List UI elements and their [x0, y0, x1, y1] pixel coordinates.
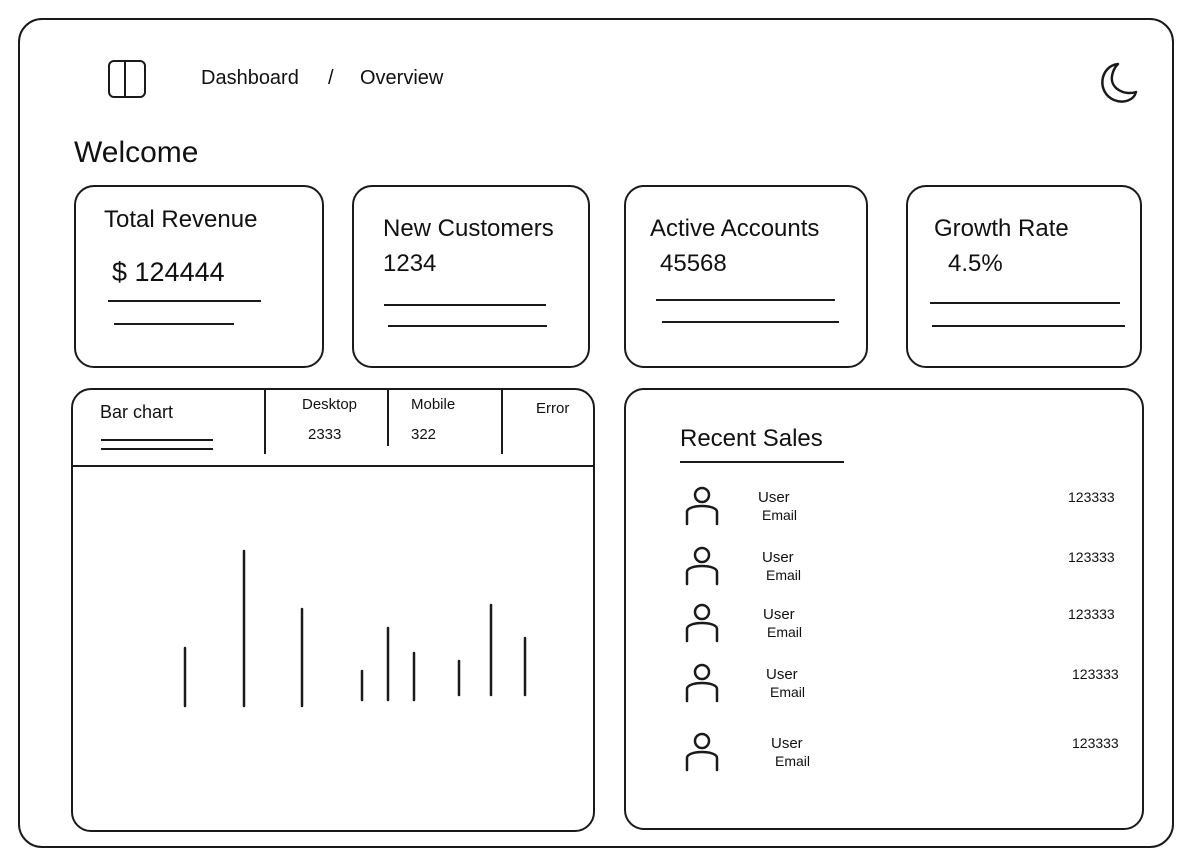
divider: [662, 321, 839, 323]
tab-mobile-value: 322: [411, 426, 437, 443]
card-total-revenue: [74, 185, 324, 368]
card-title: Total Revenue: [104, 206, 258, 233]
tab-desktop-value: 2333: [308, 426, 342, 443]
recent-sales-panel: [624, 388, 1144, 830]
moon-icon[interactable]: [1090, 58, 1142, 110]
sale-user-email: Email: [766, 567, 802, 583]
card-title: New Customers: [383, 215, 554, 242]
app-window: [18, 18, 1174, 848]
sale-amount: 123333: [1068, 549, 1115, 565]
divider: [114, 323, 234, 325]
divider: [108, 300, 261, 302]
sidebar-toggle-icon[interactable]: [108, 60, 146, 98]
user-icon: [685, 603, 719, 643]
tab-separator: [501, 390, 503, 454]
divider: [656, 299, 835, 301]
breadcrumb-overview[interactable]: Overview: [360, 67, 444, 89]
sale-user-name: User: [771, 735, 803, 752]
tab-mobile-label[interactable]: Mobile: [411, 396, 456, 413]
card-value: 4.5%: [948, 250, 1003, 277]
tab-error-label[interactable]: Error: [536, 400, 570, 417]
sale-amount: 123333: [1068, 489, 1115, 505]
divider: [930, 302, 1120, 304]
breadcrumb-dashboard[interactable]: Dashboard: [201, 67, 299, 89]
divider: [932, 325, 1125, 327]
card-new-customers: [352, 185, 590, 368]
tab-underline: [101, 439, 213, 441]
tab-desktop-label[interactable]: Desktop: [302, 396, 358, 413]
user-icon: [685, 732, 719, 772]
tab-underline: [101, 448, 213, 450]
sale-user-name: User: [763, 606, 795, 623]
sale-user-email: Email: [762, 507, 798, 523]
sale-user-name: User: [766, 666, 798, 683]
chart-panel: [71, 388, 595, 832]
card-title: Growth Rate: [934, 215, 1069, 242]
sale-user-name: User: [762, 549, 794, 566]
recent-sales-title: Recent Sales: [680, 425, 823, 452]
card-value: 45568: [660, 250, 727, 277]
user-icon: [685, 663, 719, 703]
user-icon: [685, 546, 719, 586]
divider: [388, 325, 547, 327]
divider: [384, 304, 546, 306]
tab-bar-chart[interactable]: Bar chart: [100, 402, 174, 422]
tab-separator: [387, 390, 389, 446]
sale-user-name: User: [758, 489, 790, 506]
sale-amount: 123333: [1072, 735, 1119, 751]
user-icon: [685, 486, 719, 526]
card-value: $ 124444: [112, 257, 225, 287]
card-active-accounts: [624, 185, 868, 368]
card-growth-rate: [906, 185, 1142, 368]
sale-amount: 123333: [1072, 666, 1119, 682]
sale-user-email: Email: [767, 624, 803, 640]
sale-user-email: Email: [775, 753, 811, 769]
card-value: 1234: [383, 250, 437, 277]
tab-separator: [264, 390, 266, 454]
card-title: Active Accounts: [650, 215, 820, 242]
chart-header-divider: [73, 465, 593, 467]
page-title: Welcome: [74, 136, 199, 169]
breadcrumb-separator: /: [328, 67, 334, 89]
sale-user-email: Email: [770, 684, 806, 700]
sale-amount: 123333: [1068, 606, 1115, 622]
title-underline: [680, 461, 844, 463]
